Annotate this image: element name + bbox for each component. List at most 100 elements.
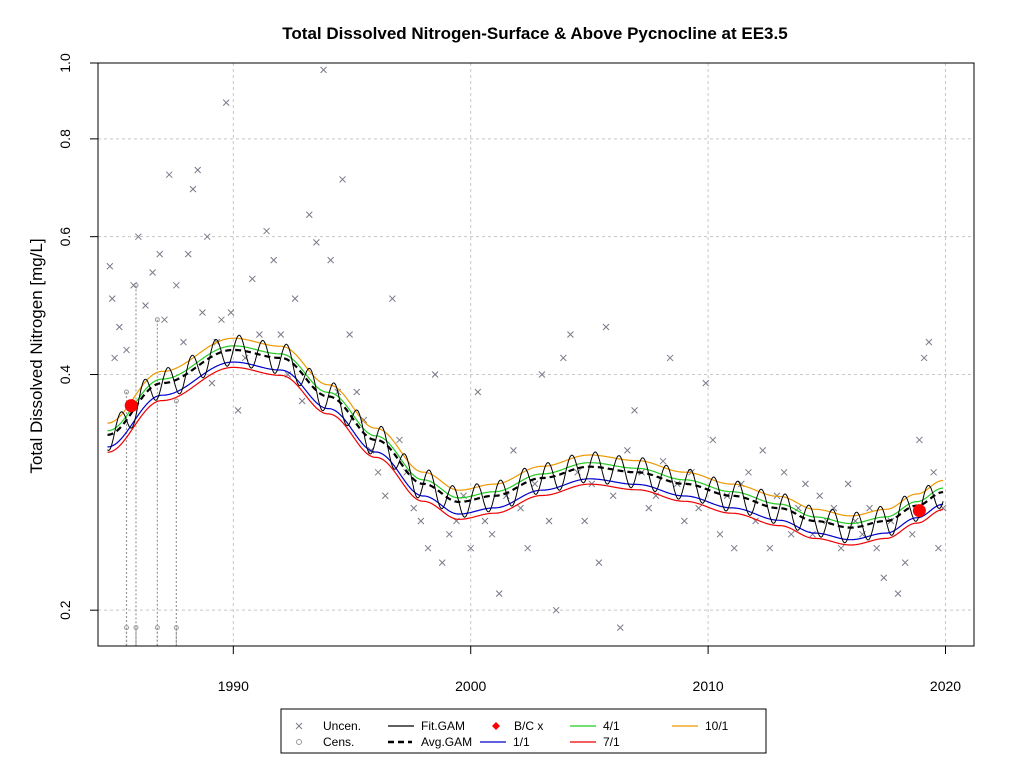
- uncensored-point: [396, 436, 403, 444]
- uncensored-point-stroke: [467, 544, 475, 552]
- legend-label: Cens.: [323, 735, 354, 749]
- y-tick-label: 1.0: [57, 53, 73, 73]
- uncensored-point-stroke: [291, 295, 299, 303]
- uncensored-point: [780, 468, 788, 476]
- uncensored-point: [925, 338, 933, 346]
- uncensored-point: [659, 457, 667, 465]
- uncensored-point: [880, 574, 888, 582]
- censored-point: [123, 389, 129, 395]
- uncensored-point-stroke: [830, 504, 838, 512]
- uncensored-point: [277, 331, 285, 338]
- uncensored-point-stroke: [552, 606, 560, 614]
- y-tick-label: 0.4: [57, 365, 73, 385]
- uncensored-point: [609, 492, 617, 500]
- uncensored-point-stroke: [189, 185, 197, 193]
- uncensored-point-stroke: [156, 250, 164, 258]
- uncensored-point: [531, 480, 539, 488]
- legend-label: Avg.GAM: [421, 735, 472, 749]
- uncensored-point: [695, 504, 702, 512]
- uncensored-point-stroke: [172, 281, 180, 289]
- uncensored-point-stroke: [930, 468, 937, 476]
- uncensored-point: [111, 354, 118, 362]
- uncensored-point-stroke: [787, 530, 795, 538]
- plot-border: [97, 62, 975, 647]
- uncensored-point: [495, 590, 503, 597]
- uncensored-point: [313, 239, 320, 246]
- legend-label: 10/1: [705, 719, 729, 733]
- uncensored-point-stroke: [752, 517, 759, 525]
- uncensored-point-stroke: [277, 331, 285, 338]
- uncensored-point-stroke: [135, 233, 142, 241]
- uncensored-point-stroke: [445, 530, 453, 538]
- uncensored-point: [930, 468, 937, 476]
- uncensored-point-stroke: [481, 517, 489, 525]
- legend-item-d10-1: 10/1: [672, 719, 729, 733]
- uncensored-point-stroke: [602, 323, 610, 331]
- uncensored-point-stroke: [873, 544, 881, 552]
- uncensored-point: [417, 517, 425, 525]
- y-axis-label: Total Dissolved Nitrogen [mg/L]: [27, 238, 46, 473]
- uncensored-point-stroke: [194, 166, 202, 174]
- y-tick-label: 0.6: [57, 227, 73, 247]
- uncensored-point: [652, 492, 660, 500]
- censored-series: [123, 282, 179, 646]
- uncensored-point: [227, 309, 235, 316]
- uncensored-point-stroke: [916, 436, 923, 444]
- uncensored-point-stroke: [702, 379, 710, 387]
- uncensored-point: [844, 480, 852, 488]
- uncensored-point-stroke: [866, 504, 873, 512]
- uncensored-point-stroke: [165, 171, 173, 179]
- uncensored-point-stroke: [339, 176, 346, 183]
- uncensored-point-stroke: [730, 544, 738, 552]
- uncensored-point: [920, 354, 928, 362]
- uncensored-point: [581, 517, 589, 525]
- x-tick-label: 2010: [693, 678, 724, 694]
- uncensored-point-stroke: [313, 239, 320, 246]
- uncensored-point-stroke: [616, 624, 624, 631]
- uncensored-point: [552, 606, 560, 614]
- uncensored-point-stroke: [142, 302, 149, 309]
- uncensored-point: [424, 544, 432, 552]
- uncensored-point: [666, 354, 674, 362]
- uncensored-point: [165, 171, 173, 179]
- uncensored-point: [291, 295, 299, 303]
- axes: 1990 2000 2010 2020 0.2 0.4 0.6 0.8 1.0: [57, 53, 961, 694]
- uncensored-point: [467, 544, 475, 552]
- uncensored-point: [339, 176, 346, 183]
- legend-label: B/C x: [514, 719, 543, 733]
- uncensored-point-stroke: [234, 406, 242, 414]
- uncensored-point-stroke: [595, 559, 603, 567]
- uncensored-point: [156, 250, 164, 258]
- legend-item-avg-gam: Avg.GAM: [388, 735, 472, 749]
- legend-box: [280, 708, 767, 754]
- uncensored-point: [517, 504, 524, 512]
- uncensored-point-stroke: [837, 544, 845, 552]
- uncensored-point-stroke: [517, 504, 524, 512]
- uncensored-point-stroke: [510, 447, 517, 454]
- uncensored-point: [410, 504, 418, 512]
- uncensored-point: [631, 406, 638, 414]
- uncensored-point-stroke: [920, 354, 928, 362]
- uncensored-point: [108, 295, 116, 303]
- uncensored-point-stroke: [574, 468, 581, 476]
- uncensored-point: [802, 480, 809, 488]
- uncensored-point-stroke: [908, 530, 916, 538]
- uncensored-point-stroke: [123, 346, 130, 354]
- uncensored-point: [602, 323, 610, 331]
- uncensored-point-stroke: [538, 371, 546, 378]
- uncensored-point-stroke: [305, 211, 313, 219]
- uncensored-point-stroke: [524, 544, 532, 552]
- uncensored-point-stroke: [327, 256, 335, 264]
- censored-point: [173, 398, 179, 404]
- chart-title: Total Dissolved Nitrogen-Surface & Above…: [282, 24, 787, 43]
- uncensored-point-stroke: [666, 354, 674, 362]
- line-1-1: [107, 361, 944, 541]
- uncensored-point-stroke: [894, 590, 902, 597]
- uncensored-point-stroke: [108, 295, 116, 303]
- uncensored-point: [916, 436, 923, 444]
- uncensored-point-stroke: [130, 281, 137, 289]
- uncensored-point-stroke: [645, 504, 653, 512]
- uncensored-point-stroke: [263, 227, 270, 235]
- uncensored-point-stroke: [901, 559, 909, 567]
- uncensored-point: [199, 309, 206, 316]
